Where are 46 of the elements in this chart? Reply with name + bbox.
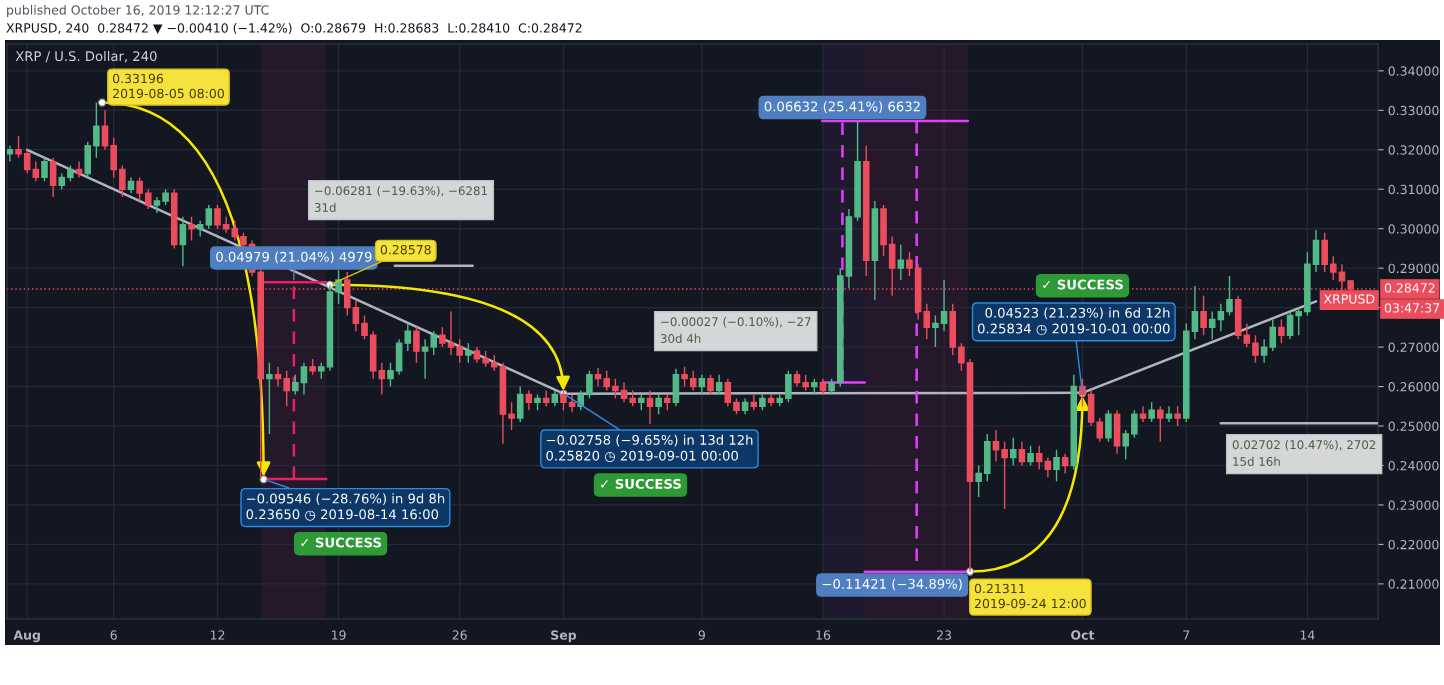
annotation: 0.06632 (25.41%) 6632 bbox=[764, 101, 920, 113]
annotation: ✓ SUCCESS bbox=[301, 537, 381, 548]
annotation: ✓ SUCCESS bbox=[1043, 279, 1123, 290]
x-tick-label: 14 bbox=[1300, 630, 1315, 640]
annotation: −0.11421 (−34.89%) bbox=[822, 578, 962, 591]
x-tick-label: 19 bbox=[332, 630, 346, 640]
x-tick-label: Sep bbox=[551, 630, 577, 643]
annotation: 0.04523 (21.23%) in 6d 12h 0.25834 ◷ 2019-10-01 00:00 bbox=[977, 307, 1170, 335]
annotation: −0.09546 (−28.76%) in 9d 8h 0.23650 ◷ 2019-08-14 16:00 bbox=[246, 493, 445, 521]
annotation: −0.02758 (−9.65%) in 13d 12h 0.25820 ◷ 2019-09-01 00:00 bbox=[546, 434, 753, 463]
x-tick-label: 7 bbox=[1183, 630, 1190, 640]
text: 03:47:37 bbox=[1384, 303, 1440, 313]
y-tick-label: 0.22000 bbox=[1388, 539, 1439, 550]
chart-subtitle: XRPUSD, 240 0.28472 ▼ −0.00410 (−1.42%) O:0.28679 H:0.28683 L:0.28410 C:0.28472 bbox=[6, 22, 582, 35]
y-tick-label: 0.32000 bbox=[1388, 145, 1439, 155]
x-tick-label: Oct bbox=[1071, 630, 1095, 640]
annotation: 0.33196 2019-08-05 08:00 bbox=[112, 73, 224, 99]
annotation: 0.04979 (21.04%) 4979 bbox=[216, 251, 372, 264]
annotation: −0.06281 (−19.63%), −6281 31d bbox=[314, 186, 487, 212]
x-tick-label: 16 bbox=[816, 630, 831, 640]
y-tick-label: 0.26000 bbox=[1388, 382, 1439, 392]
annotation: 0.21311 2019-09-24 12:00 bbox=[974, 583, 1086, 609]
y-tick-label: 0.25000 bbox=[1388, 421, 1439, 431]
y-tick-label: 0.30000 bbox=[1388, 224, 1439, 234]
x-tick-label: 23 bbox=[937, 630, 952, 640]
y-tick-label: 0.31000 bbox=[1388, 184, 1439, 195]
y-tick-label: 0.27000 bbox=[1388, 342, 1439, 353]
chart-title: XRP / U.S. Dollar, 240 bbox=[15, 50, 157, 63]
y-tick-label: 0.33000 bbox=[1388, 105, 1439, 116]
y-tick-label: 0.23000 bbox=[1388, 500, 1439, 510]
x-tick-label: Aug bbox=[13, 630, 40, 643]
text: published October 16, 2019 12:12:27 UTC bbox=[7, 4, 269, 18]
y-tick-label: 0.34000 bbox=[1388, 66, 1439, 76]
x-tick-label: 9 bbox=[698, 630, 705, 640]
annotation: 0.28578 bbox=[380, 244, 431, 255]
y-tick-label: 0.21000 bbox=[1388, 579, 1439, 589]
annotation: −0.00027 (−0.10%), −27 30d 4h bbox=[660, 317, 811, 343]
annotation: 0.02702 (10.47%), 2702 15d 16h bbox=[1232, 440, 1376, 466]
y-tick-label: 0.24000 bbox=[1388, 460, 1439, 471]
annotation: ✓ SUCCESS bbox=[601, 478, 681, 489]
x-tick-label: 6 bbox=[110, 630, 117, 640]
y-tick-label: 0.29000 bbox=[1388, 263, 1439, 274]
ref-line-label: XRPUSD bbox=[1323, 294, 1375, 304]
x-tick-label: 12 bbox=[210, 630, 225, 640]
x-tick-label: 26 bbox=[452, 630, 467, 640]
text: 0.28472 bbox=[1384, 283, 1435, 293]
